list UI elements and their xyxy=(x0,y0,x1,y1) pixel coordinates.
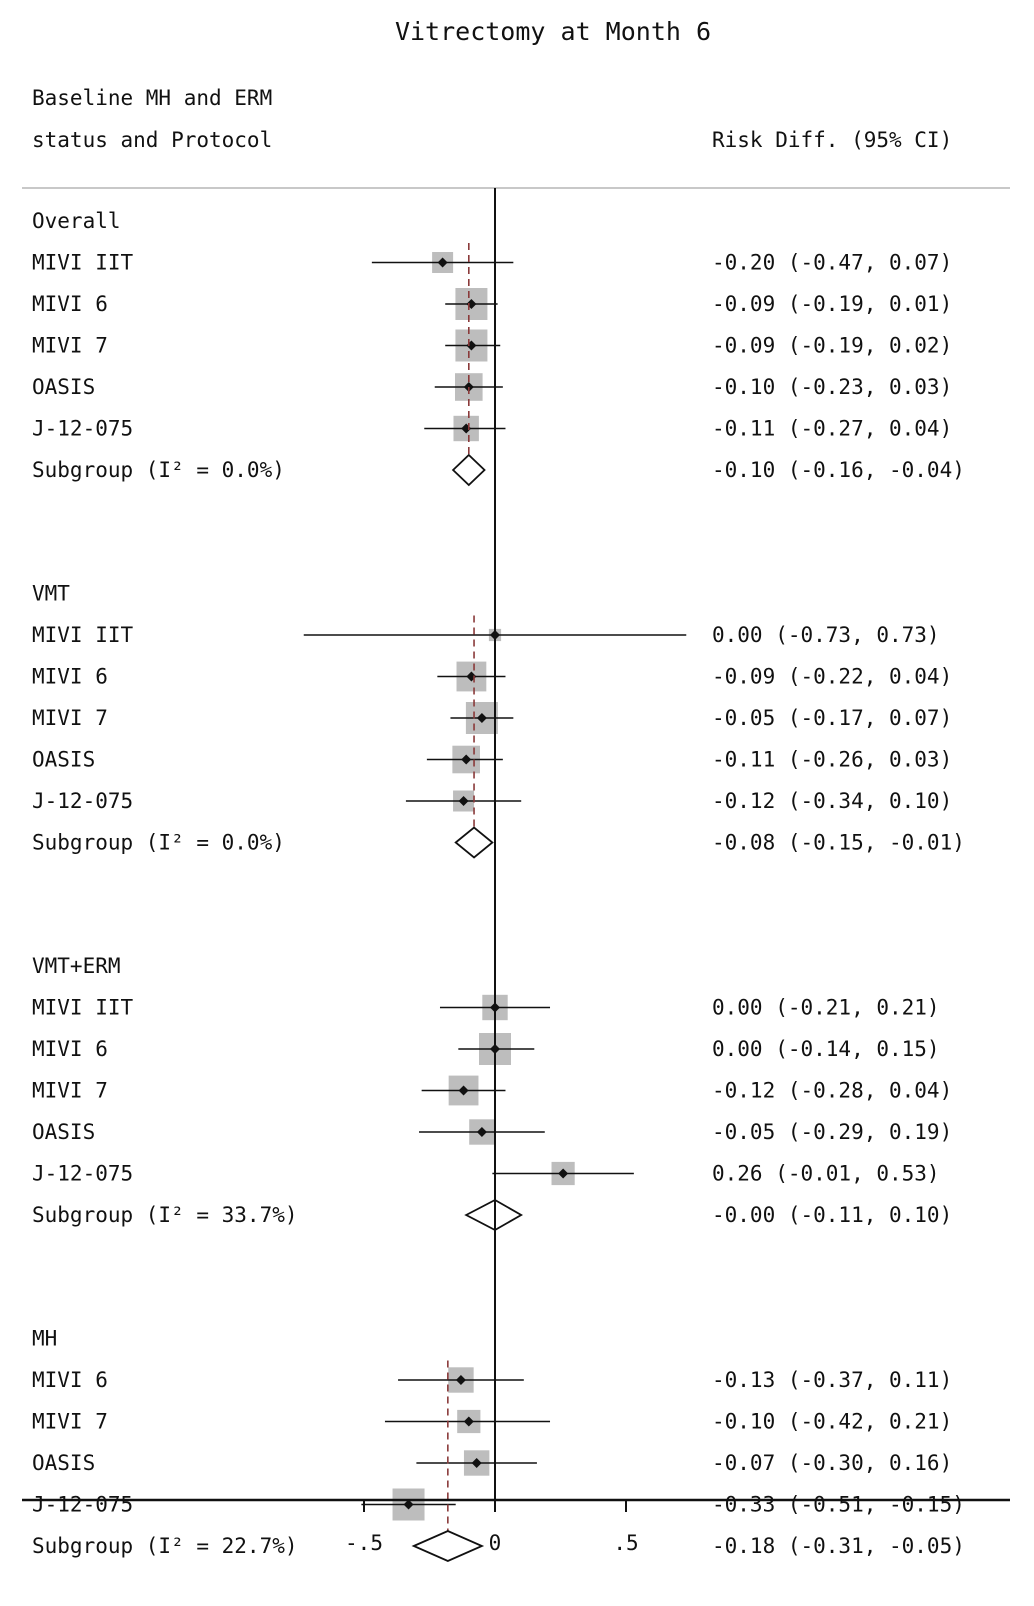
study-label: MIVI 6 xyxy=(32,665,108,689)
subgroup-label: Subgroup (I² = 0.0%) xyxy=(32,458,285,482)
point-estimate xyxy=(558,1168,569,1179)
study-ci-text: 0.00 (-0.21, 0.21) xyxy=(712,996,940,1020)
study-ci-text: -0.13 (-0.37, 0.11) xyxy=(712,1368,952,1392)
group-heading: Overall xyxy=(32,209,121,233)
subgroup-label: Subgroup (I² = 33.7%) xyxy=(32,1203,298,1227)
subgroup-ci-text: -0.18 (-0.31, -0.05) xyxy=(712,1534,965,1558)
study-label: MIVI 7 xyxy=(32,1410,108,1434)
study-ci-text: -0.10 (-0.23, 0.03) xyxy=(712,375,952,399)
left-header-line-2: status and Protocol xyxy=(32,128,272,152)
study-ci-text: -0.10 (-0.42, 0.21) xyxy=(712,1410,952,1434)
x-axis-tick-label: 0 xyxy=(489,1531,502,1555)
study-ci-text: -0.09 (-0.19, 0.02) xyxy=(712,334,952,358)
subgroup-ci-text: -0.10 (-0.16, -0.04) xyxy=(712,458,965,482)
study-label: J-12-075 xyxy=(32,417,133,441)
study-ci-text: -0.11 (-0.27, 0.04) xyxy=(712,417,952,441)
study-label: MIVI IIT xyxy=(32,996,134,1020)
study-label: J-12-075 xyxy=(32,789,133,813)
study-ci-text: -0.12 (-0.34, 0.10) xyxy=(712,789,952,813)
group-heading: MH xyxy=(32,1327,57,1351)
study-ci-text: 0.00 (-0.14, 0.15) xyxy=(712,1037,940,1061)
plot-area: Overall MIVI IIT -0.20 (-0.47, 0.07) MIVI 6… xyxy=(22,188,1010,1562)
x-axis-tick-label: .5 xyxy=(613,1531,638,1555)
study-label: J-12-075 xyxy=(32,1162,133,1186)
point-estimate xyxy=(458,796,469,806)
study-ci-text: -0.09 (-0.19, 0.01) xyxy=(712,292,952,316)
study-label: MIVI 7 xyxy=(32,706,108,730)
study-ci-text: -0.05 (-0.17, 0.07) xyxy=(712,706,952,730)
subgroup-ci-text: -0.00 (-0.11, 0.10) xyxy=(712,1203,952,1227)
study-label: OASIS xyxy=(32,375,95,399)
point-estimate xyxy=(437,257,448,268)
subgroup-diamond xyxy=(451,453,486,487)
study-ci-text: -0.12 (-0.28, 0.04) xyxy=(712,1079,952,1103)
study-ci-text: -0.20 (-0.47, 0.07) xyxy=(712,251,952,275)
study-label: MIVI 7 xyxy=(32,1079,108,1103)
subgroup-ci-text: -0.08 (-0.15, -0.01) xyxy=(712,831,965,855)
study-ci-text: 0.00 (-0.73, 0.73) xyxy=(712,623,940,647)
study-ci-text: -0.33 (-0.51, -0.15) xyxy=(712,1493,965,1517)
point-estimate xyxy=(463,1416,474,1427)
subgroup-diamond xyxy=(411,1530,485,1562)
point-estimate xyxy=(476,1127,487,1137)
study-ci-text: -0.11 (-0.26, 0.03) xyxy=(712,748,952,772)
group-heading: VMT xyxy=(32,582,70,606)
study-label: MIVI IIT xyxy=(32,251,134,275)
subgroup-diamond xyxy=(454,826,494,859)
point-estimate xyxy=(471,1458,482,1468)
study-label: MIVI 7 xyxy=(32,334,108,358)
point-estimate xyxy=(476,713,487,723)
left-header-line-1: Baseline MH and ERM xyxy=(32,86,272,110)
point-estimate xyxy=(455,1375,466,1385)
study-ci-text: 0.26 (-0.01, 0.53) xyxy=(712,1162,940,1186)
study-label: OASIS xyxy=(32,1451,95,1475)
study-label: J-12-075 xyxy=(32,1493,133,1517)
study-ci-text: -0.07 (-0.30, 0.16) xyxy=(712,1451,952,1475)
group-heading: VMT+ERM xyxy=(32,954,121,978)
study-label: OASIS xyxy=(32,748,95,772)
subgroup-label: Subgroup (I² = 22.7%) xyxy=(32,1534,298,1558)
x-axis-tick-label: -.5 xyxy=(345,1531,383,1555)
study-ci-text: -0.09 (-0.22, 0.04) xyxy=(712,665,952,689)
study-ci-text: -0.05 (-0.29, 0.19) xyxy=(712,1120,952,1144)
chart-title: Vitrectomy at Month 6 xyxy=(395,17,711,46)
subgroup-label: Subgroup (I² = 0.0%) xyxy=(32,831,285,855)
point-estimate xyxy=(458,1085,469,1096)
study-label: MIVI 6 xyxy=(32,1368,108,1392)
subgroup-diamond xyxy=(464,1198,524,1232)
study-label: MIVI 6 xyxy=(32,292,108,316)
study-label: OASIS xyxy=(32,1120,95,1144)
study-label: MIVI 6 xyxy=(32,1037,108,1061)
study-label: MIVI IIT xyxy=(32,623,134,647)
point-estimate xyxy=(461,754,472,765)
point-estimate xyxy=(403,1499,414,1510)
right-header: Risk Diff. (95% CI) xyxy=(712,128,952,152)
